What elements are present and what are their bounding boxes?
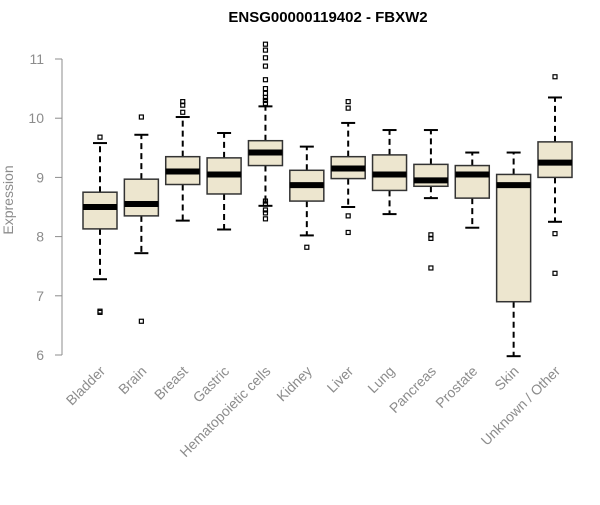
outlier-point — [552, 74, 558, 80]
outlier-point — [180, 99, 186, 105]
box-group — [123, 114, 160, 324]
outlier-point — [262, 85, 269, 92]
outlier-point — [262, 90, 269, 96]
outlier-point — [552, 270, 558, 276]
box-group — [206, 132, 242, 231]
outlier-point — [97, 308, 103, 314]
y-tick-label: 10 — [28, 110, 44, 126]
y-axis-label: Expression — [0, 165, 16, 234]
outlier-point — [262, 47, 269, 53]
outlier-point — [428, 265, 434, 271]
box-group — [247, 41, 284, 222]
box-iqr — [123, 178, 160, 217]
x-tick-label: Bladder — [63, 363, 109, 409]
box-group — [413, 129, 449, 271]
outlier-point — [262, 41, 269, 47]
y-axis: 6 7 8 9 10 11 — [28, 51, 63, 363]
box-iqr — [454, 164, 491, 199]
y-tick-label: 11 — [29, 51, 44, 67]
x-tick-label: Skin — [491, 363, 522, 394]
outlier-point — [180, 109, 186, 115]
outlier-point — [345, 105, 351, 111]
box-group — [82, 134, 118, 315]
x-tick-label: Lung — [364, 363, 397, 396]
outlier-point — [262, 216, 269, 222]
box-iqr — [495, 173, 532, 303]
outlier-point — [262, 201, 269, 207]
x-tick-label: Liver — [324, 363, 357, 396]
y-tick-label: 6 — [36, 347, 44, 363]
outlier-point — [345, 229, 351, 236]
outlier-point — [262, 207, 269, 213]
x-tick-label: Breast — [151, 363, 191, 403]
outlier-point — [138, 114, 144, 120]
outlier-point — [97, 134, 103, 140]
x-tick-label: Brain — [115, 363, 149, 397]
box-group — [495, 151, 532, 358]
box-group — [371, 129, 408, 216]
box-iqr — [82, 191, 118, 230]
y-tick-label: 9 — [36, 169, 44, 185]
outlier-point — [262, 77, 269, 83]
outlier-point — [345, 99, 351, 105]
box-group — [289, 145, 325, 250]
outlier-point — [138, 318, 144, 324]
outlier-point — [428, 235, 434, 241]
y-tick-label: 8 — [36, 229, 44, 245]
x-tick-label: Unknown / Other — [478, 363, 564, 449]
box-group — [454, 151, 491, 229]
x-tick-label: Prostate — [432, 363, 480, 411]
outlier-point — [262, 94, 269, 101]
outlier-point — [262, 55, 269, 61]
outlier-point — [262, 198, 269, 204]
outlier-point — [262, 97, 269, 104]
y-tick-label: 7 — [36, 288, 44, 304]
outlier-point — [262, 63, 269, 69]
outlier-point — [262, 100, 269, 107]
box-group — [164, 99, 201, 222]
outlier-point — [304, 244, 310, 250]
box-group — [330, 99, 366, 236]
x-tick-label: Kidney — [273, 363, 315, 405]
outlier-point — [345, 213, 351, 219]
outlier-point — [262, 210, 269, 216]
box-group — [537, 74, 573, 276]
boxes-layer — [82, 41, 573, 358]
chart-title: ENSG00000119402 - FBXW2 — [228, 9, 427, 26]
outlier-point — [552, 231, 558, 237]
